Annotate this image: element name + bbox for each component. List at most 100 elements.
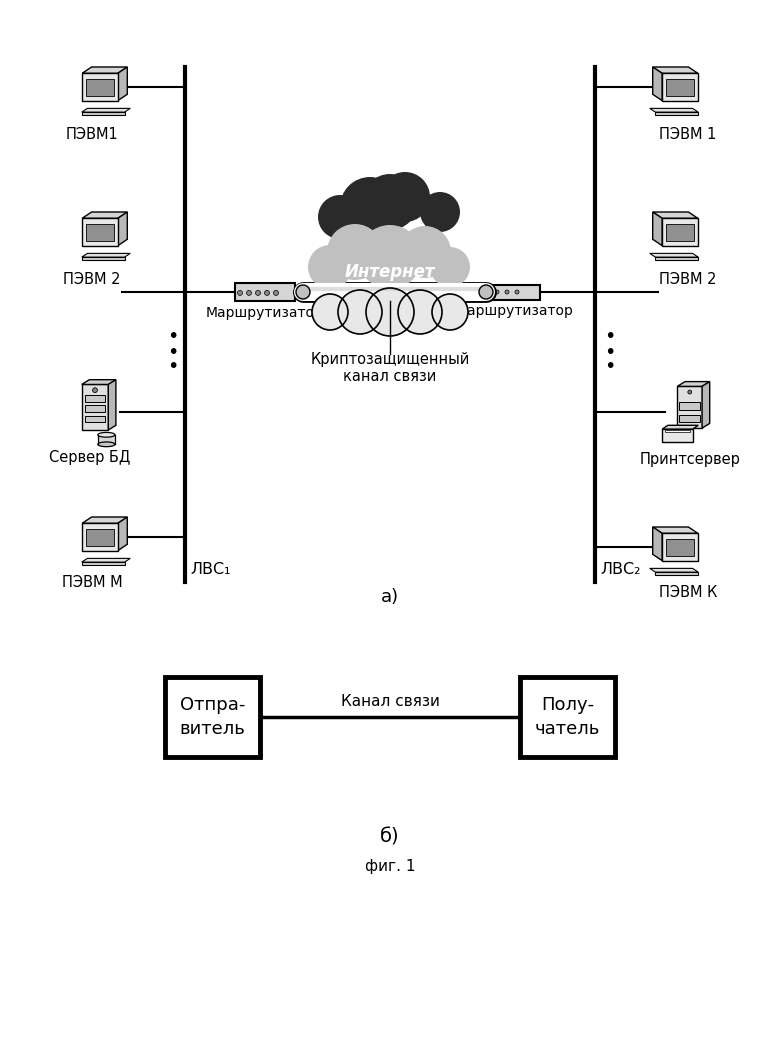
- Polygon shape: [653, 213, 662, 245]
- Polygon shape: [653, 67, 698, 74]
- Circle shape: [495, 290, 499, 294]
- Text: •: •: [168, 358, 179, 377]
- Polygon shape: [679, 403, 700, 410]
- Text: •: •: [168, 343, 179, 362]
- Polygon shape: [666, 539, 693, 557]
- Circle shape: [327, 224, 383, 280]
- Polygon shape: [118, 67, 127, 101]
- Circle shape: [296, 285, 310, 299]
- Circle shape: [338, 290, 382, 333]
- Circle shape: [432, 294, 468, 330]
- Polygon shape: [82, 384, 108, 430]
- Text: ПЭВМ К: ПЭВМ К: [659, 585, 717, 600]
- Circle shape: [312, 294, 348, 330]
- Text: Интернет: Интернет: [345, 263, 435, 281]
- Polygon shape: [87, 528, 114, 546]
- Polygon shape: [82, 380, 116, 384]
- Circle shape: [398, 290, 442, 333]
- Polygon shape: [87, 223, 114, 241]
- Polygon shape: [653, 213, 698, 219]
- Text: а): а): [381, 588, 399, 606]
- Polygon shape: [679, 414, 700, 423]
- Text: •: •: [168, 327, 179, 346]
- Polygon shape: [653, 527, 698, 533]
- Polygon shape: [82, 517, 127, 523]
- Polygon shape: [82, 523, 118, 550]
- Polygon shape: [118, 517, 127, 550]
- Polygon shape: [82, 559, 130, 562]
- FancyBboxPatch shape: [165, 677, 260, 757]
- Polygon shape: [653, 527, 662, 561]
- Polygon shape: [84, 405, 105, 412]
- Polygon shape: [662, 74, 698, 101]
- Text: ЛВС₁: ЛВС₁: [190, 562, 231, 576]
- Polygon shape: [662, 533, 698, 561]
- Text: Маршрутизатор: Маршрутизатор: [456, 304, 574, 319]
- Polygon shape: [82, 213, 127, 219]
- Circle shape: [358, 225, 422, 289]
- Polygon shape: [82, 562, 125, 565]
- Circle shape: [308, 245, 352, 289]
- Polygon shape: [666, 79, 693, 97]
- Text: •: •: [604, 343, 615, 362]
- Text: Маршрутизатор: Маршрутизатор: [206, 306, 324, 320]
- Polygon shape: [235, 283, 295, 301]
- Text: ПЭВМ 1: ПЭВМ 1: [659, 127, 717, 142]
- Circle shape: [432, 294, 468, 330]
- Polygon shape: [82, 108, 130, 113]
- Circle shape: [398, 290, 442, 333]
- Circle shape: [294, 287, 304, 297]
- Polygon shape: [82, 113, 125, 116]
- Text: •: •: [604, 358, 615, 377]
- Ellipse shape: [98, 432, 115, 438]
- Polygon shape: [87, 79, 114, 97]
- Circle shape: [505, 290, 509, 294]
- Circle shape: [312, 294, 348, 330]
- Text: Принтсервер: Принтсервер: [640, 452, 740, 467]
- Circle shape: [688, 390, 692, 393]
- Polygon shape: [677, 386, 702, 428]
- Polygon shape: [650, 254, 698, 257]
- Polygon shape: [650, 568, 698, 572]
- Circle shape: [237, 290, 243, 296]
- Circle shape: [274, 290, 278, 296]
- Polygon shape: [662, 425, 698, 429]
- Circle shape: [93, 388, 98, 392]
- Polygon shape: [655, 257, 698, 260]
- Circle shape: [318, 195, 362, 239]
- Text: Канал связи: Канал связи: [341, 694, 439, 709]
- Text: ПЭВМ 2: ПЭВМ 2: [659, 272, 717, 287]
- Circle shape: [362, 174, 418, 230]
- Text: ПЭВМ1: ПЭВМ1: [66, 127, 119, 142]
- Polygon shape: [490, 284, 540, 300]
- Polygon shape: [84, 416, 105, 423]
- Polygon shape: [84, 394, 105, 402]
- Text: ПЭВМ М: ПЭВМ М: [62, 575, 122, 590]
- Polygon shape: [653, 67, 662, 101]
- Polygon shape: [662, 219, 698, 245]
- Circle shape: [246, 290, 251, 296]
- Circle shape: [338, 290, 382, 333]
- Circle shape: [366, 288, 414, 336]
- Circle shape: [340, 177, 400, 237]
- Text: Сервер БД: Сервер БД: [49, 450, 131, 465]
- Polygon shape: [702, 382, 710, 428]
- Polygon shape: [665, 430, 690, 432]
- Text: Полу-
чатель: Полу- чатель: [535, 696, 600, 737]
- Polygon shape: [662, 429, 693, 443]
- Circle shape: [430, 247, 470, 287]
- Circle shape: [256, 290, 261, 296]
- Circle shape: [366, 288, 414, 336]
- Text: •: •: [604, 327, 615, 346]
- Polygon shape: [82, 254, 130, 257]
- Circle shape: [515, 290, 519, 294]
- Polygon shape: [666, 223, 693, 241]
- Polygon shape: [82, 257, 125, 260]
- FancyBboxPatch shape: [520, 677, 615, 757]
- Circle shape: [399, 226, 451, 278]
- Text: Криптозащищенный
канал связи: Криптозащищенный канал связи: [310, 352, 470, 384]
- Polygon shape: [118, 213, 127, 245]
- Polygon shape: [98, 434, 115, 444]
- Text: ЛВС₂: ЛВС₂: [600, 562, 640, 576]
- Text: Отпра-
витель: Отпра- витель: [179, 696, 246, 737]
